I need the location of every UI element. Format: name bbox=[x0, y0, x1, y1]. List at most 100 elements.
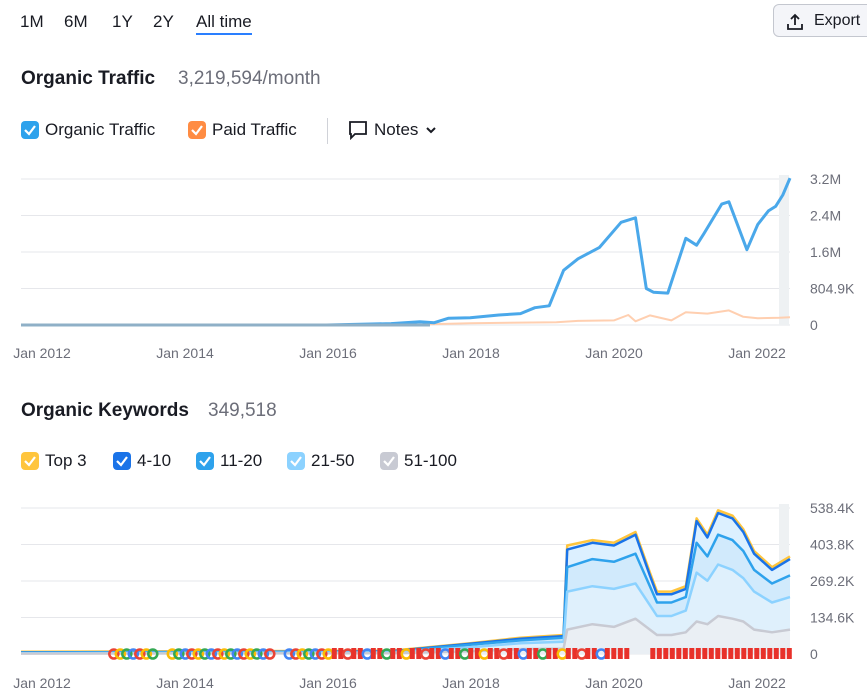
google-update-marker[interactable] bbox=[121, 648, 133, 660]
update-flag-marker[interactable] bbox=[455, 648, 461, 659]
update-flag-marker[interactable] bbox=[474, 648, 480, 659]
update-flag-marker[interactable] bbox=[513, 648, 519, 659]
update-flag-marker[interactable] bbox=[526, 648, 532, 659]
update-flag-marker[interactable] bbox=[390, 648, 396, 659]
google-update-marker[interactable] bbox=[296, 648, 309, 660]
google-update-marker[interactable] bbox=[199, 648, 211, 660]
legend-4-10[interactable]: 4-10 bbox=[113, 451, 171, 471]
period-1y[interactable]: 1Y bbox=[112, 12, 133, 31]
legend-11-20[interactable]: 11-20 bbox=[196, 451, 262, 471]
update-flag-marker[interactable] bbox=[650, 648, 656, 659]
legend-21-50[interactable]: 21-50 bbox=[287, 451, 354, 471]
google-update-marker[interactable] bbox=[316, 648, 328, 660]
update-flag-marker[interactable] bbox=[734, 648, 740, 659]
update-flag-marker[interactable] bbox=[754, 648, 760, 659]
google-update-marker[interactable] bbox=[290, 648, 302, 660]
update-flag-marker[interactable] bbox=[617, 648, 623, 659]
update-flag-marker[interactable] bbox=[689, 648, 695, 659]
period-2y[interactable]: 2Y bbox=[153, 12, 174, 31]
google-update-marker[interactable] bbox=[166, 648, 179, 660]
google-update-marker[interactable] bbox=[108, 648, 120, 660]
update-flag-marker[interactable] bbox=[773, 648, 779, 659]
legend-51-100[interactable]: 51-100 bbox=[380, 451, 457, 471]
update-flag-marker[interactable] bbox=[663, 648, 669, 659]
update-flag-marker[interactable] bbox=[611, 648, 617, 659]
update-flag-marker[interactable] bbox=[507, 648, 513, 659]
google-update-marker[interactable] bbox=[309, 648, 322, 660]
update-flag-marker[interactable] bbox=[448, 648, 454, 659]
google-update-marker[interactable] bbox=[140, 648, 153, 660]
traffic-x-tick: Jan 2012 bbox=[13, 345, 71, 361]
update-flag-marker[interactable] bbox=[435, 648, 441, 659]
update-flag-marker[interactable] bbox=[351, 648, 357, 659]
update-flag-marker[interactable] bbox=[780, 648, 786, 659]
update-flag-marker[interactable] bbox=[370, 648, 376, 659]
period-6m[interactable]: 6M bbox=[64, 12, 88, 31]
google-update-marker[interactable] bbox=[264, 648, 276, 660]
update-flag-marker[interactable] bbox=[741, 648, 747, 659]
update-flag-marker[interactable] bbox=[695, 648, 701, 659]
update-flag-marker[interactable] bbox=[604, 648, 610, 659]
google-update-marker[interactable] bbox=[303, 648, 315, 660]
google-update-marker[interactable] bbox=[173, 648, 185, 660]
update-flag-marker[interactable] bbox=[767, 648, 773, 659]
update-flag-marker[interactable] bbox=[591, 648, 597, 659]
legend-paid-traffic[interactable]: Paid Traffic bbox=[188, 120, 297, 140]
update-flag-marker[interactable] bbox=[624, 648, 630, 659]
update-flag-marker[interactable] bbox=[487, 648, 493, 659]
update-flag-marker[interactable] bbox=[721, 648, 727, 659]
google-update-marker[interactable] bbox=[225, 648, 237, 660]
legend-organic-traffic[interactable]: Organic Traffic bbox=[21, 120, 155, 140]
update-flag-marker[interactable] bbox=[656, 648, 662, 659]
update-flag-marker[interactable] bbox=[331, 648, 337, 659]
google-update-marker[interactable] bbox=[134, 648, 146, 660]
traffic-x-tick: Jan 2014 bbox=[156, 345, 214, 361]
google-update-marker[interactable] bbox=[186, 648, 198, 660]
update-flag-marker[interactable] bbox=[715, 648, 721, 659]
update-flag-marker[interactable] bbox=[338, 648, 344, 659]
update-flag-marker[interactable] bbox=[533, 648, 539, 659]
update-flag-marker[interactable] bbox=[468, 648, 474, 659]
update-flag-marker[interactable] bbox=[546, 648, 552, 659]
period-all-time[interactable]: All time bbox=[196, 12, 252, 35]
update-flag-marker[interactable] bbox=[409, 648, 415, 659]
google-update-marker[interactable] bbox=[218, 648, 231, 660]
update-flag-marker[interactable] bbox=[702, 648, 708, 659]
google-update-marker[interactable] bbox=[127, 648, 140, 660]
google-update-marker[interactable] bbox=[205, 648, 218, 660]
google-update-marker[interactable] bbox=[179, 648, 192, 660]
google-update-marker[interactable] bbox=[283, 648, 296, 660]
export-button[interactable]: Export bbox=[773, 4, 867, 37]
google-update-marker[interactable] bbox=[231, 648, 244, 660]
update-flag-marker[interactable] bbox=[572, 648, 578, 659]
update-flag-marker[interactable] bbox=[585, 648, 591, 659]
update-flag-marker[interactable] bbox=[565, 648, 571, 659]
period-1m[interactable]: 1M bbox=[20, 12, 44, 31]
keywords-x-tick: Jan 2016 bbox=[299, 675, 357, 691]
update-flag-marker[interactable] bbox=[416, 648, 422, 659]
google-update-marker[interactable] bbox=[212, 648, 224, 660]
update-flag-marker[interactable] bbox=[552, 648, 558, 659]
update-flag-marker[interactable] bbox=[708, 648, 714, 659]
update-flag-marker[interactable] bbox=[396, 648, 402, 659]
google-update-marker[interactable] bbox=[257, 648, 270, 660]
google-update-marker[interactable] bbox=[147, 648, 159, 660]
update-flag-marker[interactable] bbox=[377, 648, 383, 659]
google-update-marker[interactable] bbox=[114, 648, 127, 660]
update-flag-marker[interactable] bbox=[676, 648, 682, 659]
update-flag-marker[interactable] bbox=[786, 648, 792, 659]
update-flag-marker[interactable] bbox=[728, 648, 734, 659]
google-update-marker[interactable] bbox=[192, 648, 205, 660]
update-flag-marker[interactable] bbox=[357, 648, 363, 659]
google-update-marker[interactable] bbox=[251, 648, 263, 660]
update-flag-marker[interactable] bbox=[747, 648, 753, 659]
update-flag-marker[interactable] bbox=[682, 648, 688, 659]
legend-top-3[interactable]: Top 3 bbox=[21, 451, 87, 471]
update-flag-marker[interactable] bbox=[494, 648, 500, 659]
google-update-marker[interactable] bbox=[238, 648, 250, 660]
update-flag-marker[interactable] bbox=[669, 648, 675, 659]
notes-dropdown[interactable]: Notes bbox=[348, 120, 438, 140]
update-flag-marker[interactable] bbox=[429, 648, 435, 659]
update-flag-marker[interactable] bbox=[760, 648, 766, 659]
google-update-marker[interactable] bbox=[244, 648, 257, 660]
